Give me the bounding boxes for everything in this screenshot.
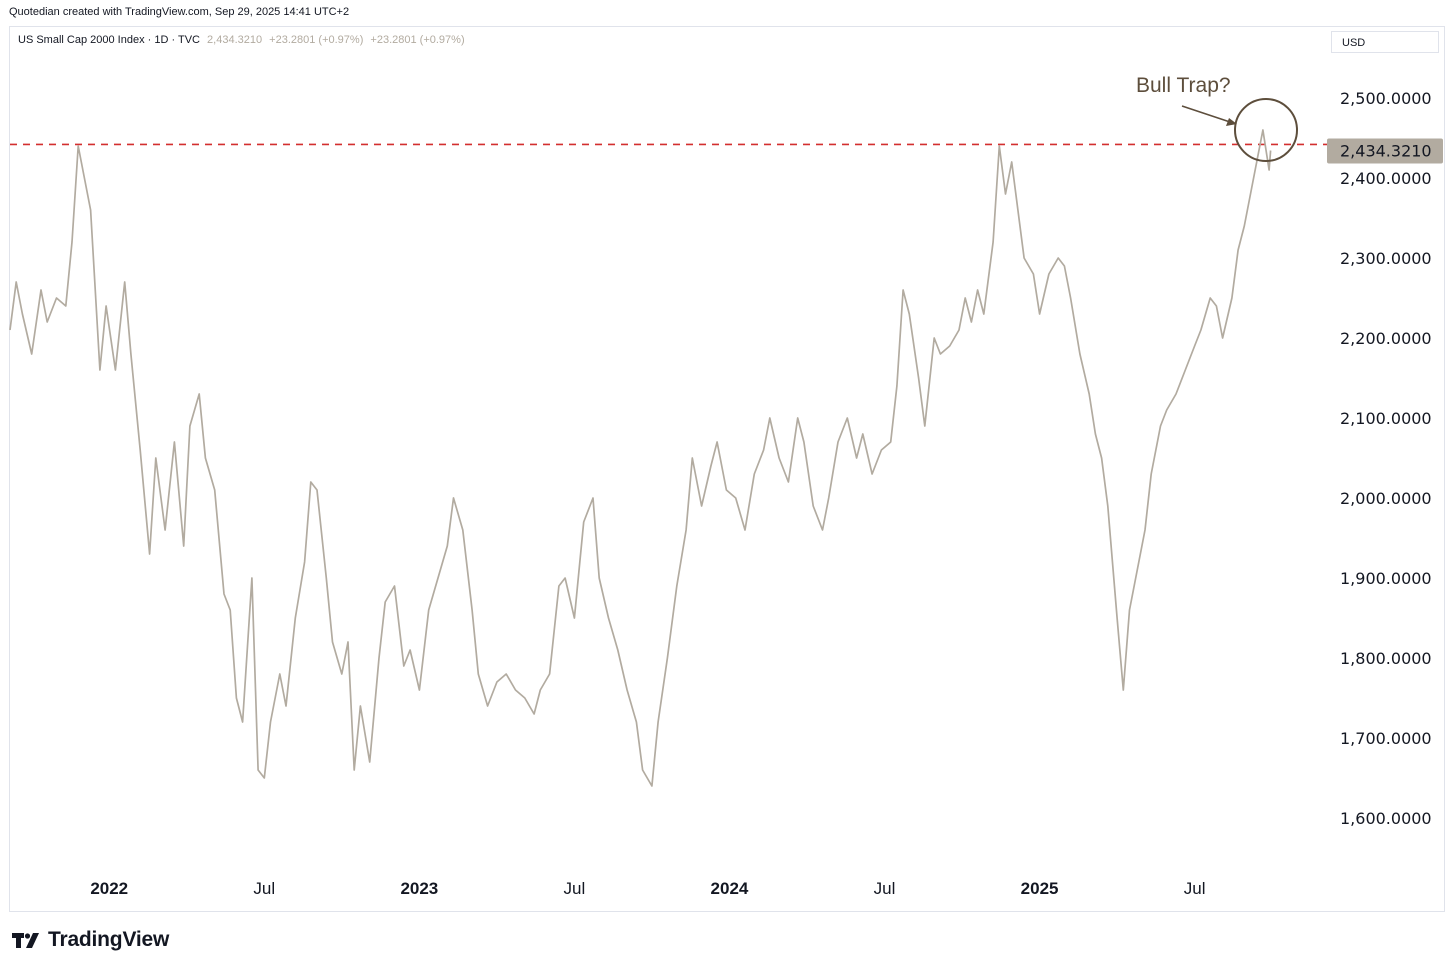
x-tick-label: Jul [1184,879,1206,898]
last-price: 2,434.3210 [207,34,263,46]
price-change-repeat: +23.2801 (+0.97%) [370,34,465,46]
y-tick-label: 2,500.0000 [1340,89,1432,108]
annotation-circle [1234,98,1298,162]
x-tick-label: 2024 [711,879,749,898]
annotation-arrowhead [1226,118,1237,126]
series-line [9,129,1272,787]
annotation-text: Bull Trap? [1136,74,1231,97]
x-tick-label: Jul [253,879,275,898]
x-tick-label: 2022 [90,879,128,898]
annotation-arrow [1181,105,1237,125]
y-tick-label: 2,300.0000 [1340,249,1432,268]
symbol-legend: US Small Cap 2000 Index · 1D · TVC 2,434… [18,34,465,46]
x-tick-label: Jul [564,879,586,898]
attribution-text: Quotedian created with TradingView.com, … [9,6,350,18]
x-tick-label: 2025 [1021,879,1059,898]
last-price-tag [1327,138,1443,164]
y-tick-label: 1,800.0000 [1340,649,1432,668]
tradingview-logo-icon [12,933,39,948]
symbol-title[interactable]: US Small Cap 2000 Index · 1D · TVC [18,34,200,46]
y-tick-label: 2,200.0000 [1340,329,1432,348]
y-tick-label: 1,600.0000 [1340,809,1432,828]
y-tick-label: 1,700.0000 [1340,729,1432,748]
price-change: +23.2801 (+0.97%) [269,34,364,46]
y-tick-label: 2,400.0000 [1340,169,1432,188]
time-axis[interactable]: 2022 Jul 2023 Jul 2024 Jul 2025 Jul [90,879,1205,898]
last-price-tag-label: 2,434.3210 [1340,142,1432,161]
x-tick-label: 2023 [400,879,438,898]
tradingview-footer[interactable]: TradingView [12,928,169,952]
y-tick-label: 2,100.0000 [1340,409,1432,428]
price-axis[interactable]: 2,500.0000 2,400.0000 2,300.0000 2,200.0000… [1340,89,1432,828]
currency-selector[interactable]: USD [1331,31,1439,53]
y-tick-label: 1,900.0000 [1340,569,1432,588]
chart-panel[interactable] [9,26,1445,912]
tradingview-brand: TradingView [48,928,170,951]
y-tick-label: 2,000.0000 [1340,489,1432,508]
x-tick-label: Jul [874,879,896,898]
